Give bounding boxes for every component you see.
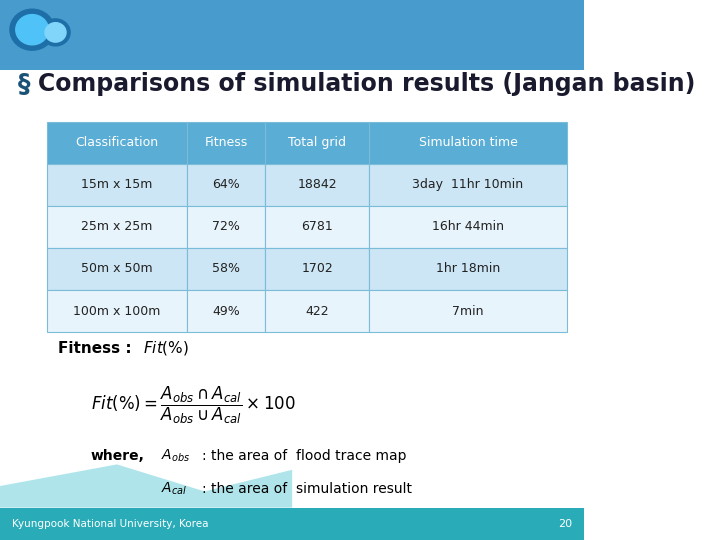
Circle shape	[41, 19, 70, 46]
Text: $A_{obs}$: $A_{obs}$	[161, 448, 190, 464]
Text: 49%: 49%	[212, 305, 240, 318]
Text: Fitness :: Fitness :	[58, 341, 138, 356]
FancyBboxPatch shape	[187, 290, 265, 332]
FancyBboxPatch shape	[265, 248, 369, 290]
FancyBboxPatch shape	[187, 164, 265, 206]
Text: : the area of  simulation result: : the area of simulation result	[202, 482, 412, 496]
Text: 64%: 64%	[212, 178, 240, 191]
Text: 15m x 15m: 15m x 15m	[81, 178, 153, 191]
Circle shape	[45, 23, 66, 42]
Text: 72%: 72%	[212, 220, 240, 233]
FancyBboxPatch shape	[47, 290, 187, 332]
Text: 422: 422	[305, 305, 329, 318]
Text: 18842: 18842	[297, 178, 337, 191]
Text: 50m x 50m: 50m x 50m	[81, 262, 153, 275]
Text: Simulation time: Simulation time	[418, 136, 518, 149]
Text: 58%: 58%	[212, 262, 240, 275]
FancyBboxPatch shape	[47, 206, 187, 248]
FancyBboxPatch shape	[369, 206, 567, 248]
FancyBboxPatch shape	[47, 164, 187, 206]
Circle shape	[16, 15, 48, 45]
Text: Comparisons of simulation results (Jangan basin): Comparisons of simulation results (Janga…	[38, 72, 696, 96]
Text: 100m x 100m: 100m x 100m	[73, 305, 161, 318]
Text: Fitness: Fitness	[204, 136, 248, 149]
Text: 6781: 6781	[301, 220, 333, 233]
FancyBboxPatch shape	[47, 248, 187, 290]
Text: 25m x 25m: 25m x 25m	[81, 220, 153, 233]
Text: 1702: 1702	[301, 262, 333, 275]
FancyBboxPatch shape	[187, 122, 265, 164]
FancyBboxPatch shape	[369, 122, 567, 164]
Text: 7min: 7min	[452, 305, 484, 318]
FancyBboxPatch shape	[0, 0, 585, 70]
Text: where,: where,	[91, 449, 145, 463]
Polygon shape	[0, 464, 292, 508]
FancyBboxPatch shape	[47, 122, 187, 164]
FancyBboxPatch shape	[265, 122, 369, 164]
Text: Kyungpook National University, Korea: Kyungpook National University, Korea	[12, 519, 208, 529]
Text: $\it{Fit}(\%)$: $\it{Fit}(\%)$	[143, 339, 189, 357]
Text: : the area of  flood trace map: : the area of flood trace map	[202, 449, 406, 463]
Text: $\it{Fit}(\%) = \dfrac{A_{obs} \cap A_{cal}}{A_{obs} \cup A_{cal}} \times 100$: $\it{Fit}(\%) = \dfrac{A_{obs} \cap A_{c…	[91, 384, 295, 426]
Text: Total grid: Total grid	[288, 136, 346, 149]
Text: 3day  11hr 10min: 3day 11hr 10min	[413, 178, 523, 191]
Circle shape	[10, 9, 54, 50]
Text: §: §	[17, 72, 30, 96]
FancyBboxPatch shape	[0, 508, 585, 540]
FancyBboxPatch shape	[187, 206, 265, 248]
FancyBboxPatch shape	[369, 164, 567, 206]
FancyBboxPatch shape	[265, 290, 369, 332]
FancyBboxPatch shape	[369, 290, 567, 332]
FancyBboxPatch shape	[265, 206, 369, 248]
FancyBboxPatch shape	[0, 0, 585, 70]
FancyBboxPatch shape	[187, 248, 265, 290]
Text: Classification: Classification	[76, 136, 158, 149]
Text: 16hr 44min: 16hr 44min	[432, 220, 504, 233]
Text: 20: 20	[559, 519, 572, 529]
FancyBboxPatch shape	[265, 164, 369, 206]
FancyBboxPatch shape	[369, 248, 567, 290]
Text: 1hr 18min: 1hr 18min	[436, 262, 500, 275]
Text: $A_{cal}$: $A_{cal}$	[161, 481, 187, 497]
